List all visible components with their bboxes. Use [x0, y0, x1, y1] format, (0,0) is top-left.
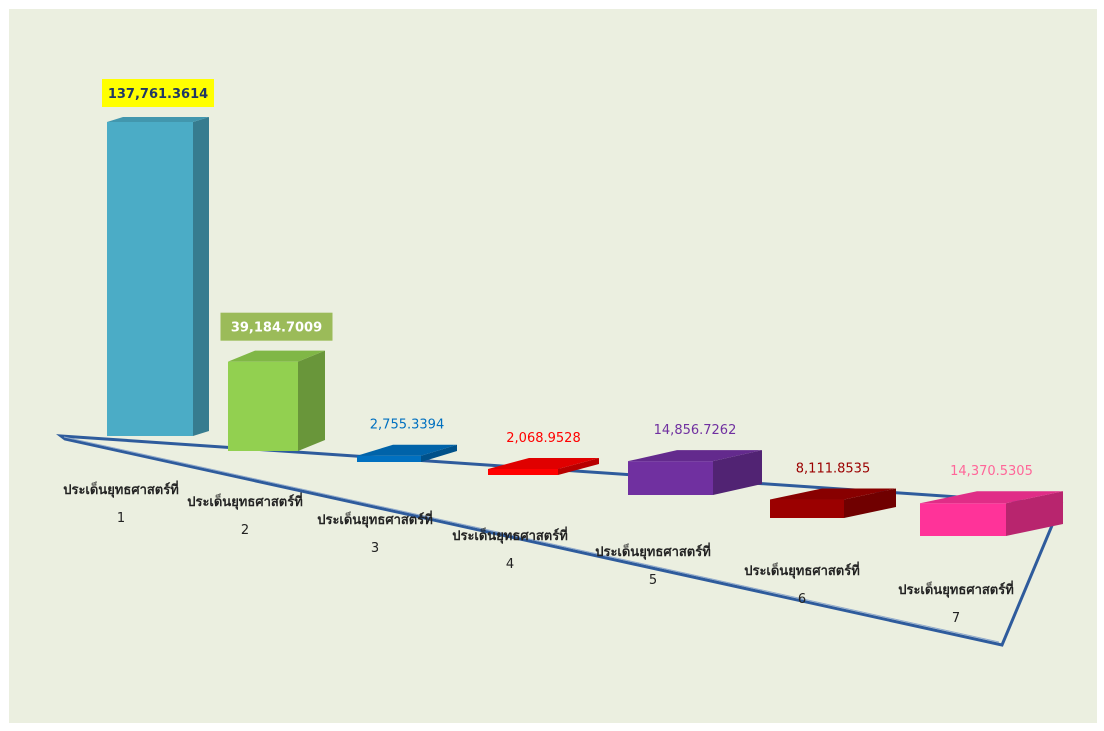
bar-chart-3d: 137,761.3614 39,184.7009 2,755.3394 2,068.9…	[56, 79, 1064, 647]
category-number: 5	[649, 573, 657, 588]
category-number: 2	[241, 523, 249, 538]
category-label: ประเด็นยุทธศาสตร์ที่	[317, 510, 433, 528]
value-label-5: 14,856.7262	[654, 423, 737, 438]
bar-3	[357, 444, 457, 462]
chart-area: 137,761.3614 39,184.7009 2,755.3394 2,068.9…	[9, 9, 1097, 723]
bar-top-face	[228, 350, 325, 362]
category-number: 1	[117, 511, 125, 526]
bar-front-face	[628, 461, 713, 495]
bar-front-face	[770, 499, 844, 518]
value-label-box	[102, 79, 214, 107]
floor-inner-edge	[63, 436, 1000, 643]
bar-top-face	[770, 488, 896, 500]
bar-2	[228, 350, 325, 451]
category-label: ประเด็นยุทธศาสตร์ที่	[452, 526, 568, 544]
bar-side-face	[298, 350, 325, 451]
category-number: 3	[371, 541, 379, 556]
bar-side-face	[421, 444, 457, 462]
bar-side-face	[558, 458, 599, 475]
bar-1	[107, 117, 209, 436]
bar-side-face	[713, 450, 762, 495]
value-label-7: 14,370.5305	[950, 464, 1033, 479]
bar-4	[488, 458, 599, 475]
bar-top-face	[628, 450, 762, 462]
bar-front-face	[107, 122, 193, 436]
category-label: ประเด็นยุทธศาสตร์ที่	[898, 580, 1014, 598]
category-label: ประเด็นยุทธศาสตร์ที่	[744, 561, 860, 579]
category-number: 4	[506, 557, 514, 572]
bar-front-face	[920, 503, 1006, 536]
bar-side-face	[844, 488, 896, 518]
value-label-3: 2,755.3394	[370, 418, 444, 433]
category-number: 7	[952, 611, 960, 626]
value-label-6: 8,111.8535	[796, 462, 870, 477]
bar-side-face	[1006, 491, 1063, 536]
bar-6	[770, 488, 896, 518]
bar-front-face	[228, 361, 298, 451]
category-number: 6	[798, 592, 806, 607]
bar-top-face	[107, 117, 209, 122]
category-label: ประเด็นยุทธศาสตร์ที่	[187, 492, 303, 510]
value-label-2: 39,184.7009	[231, 321, 322, 336]
value-label-4: 2,068.9528	[506, 431, 580, 446]
category-label: ประเด็นยุทธศาสตร์ที่	[63, 480, 179, 498]
bar-top-face	[920, 491, 1063, 504]
bar-side-face	[193, 117, 209, 436]
value-label-box	[220, 312, 333, 341]
category-label: ประเด็นยุทธศาสตร์ที่	[595, 542, 711, 560]
value-label-1: 137,761.3614	[108, 87, 208, 102]
bar-front-face	[357, 455, 421, 462]
bar-7	[920, 491, 1063, 536]
bar-top-face	[488, 458, 599, 469]
bar-5	[628, 450, 762, 495]
bar-top-face	[357, 444, 457, 456]
bar-front-face	[488, 469, 558, 475]
